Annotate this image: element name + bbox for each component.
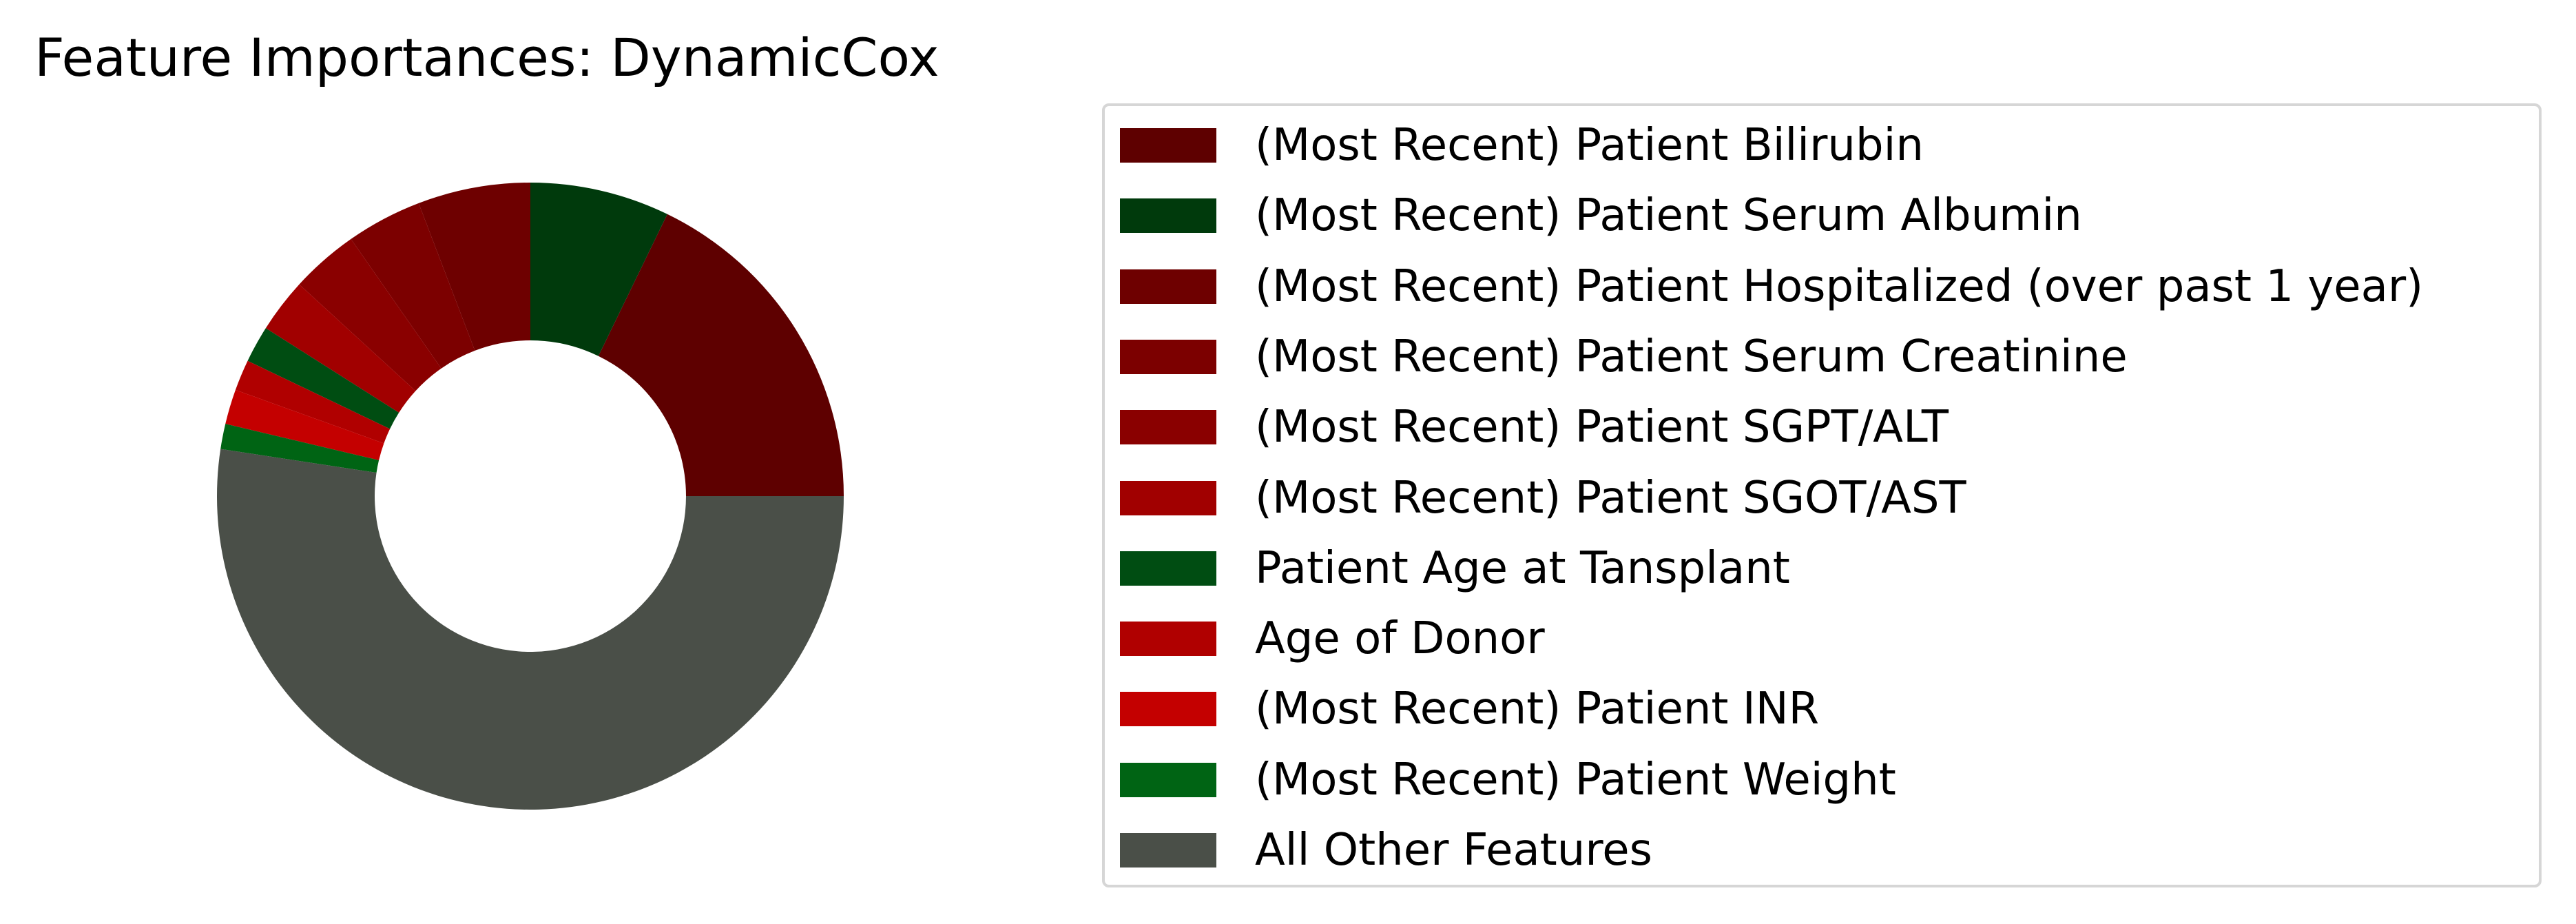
legend-item: (Most Recent) Patient SGOT/AST: [1120, 463, 1966, 533]
legend-item: (Most Recent) Patient Serum Creatinine: [1120, 322, 2128, 392]
legend-swatch: [1120, 410, 1216, 445]
legend-label: (Most Recent) Patient SGPT/ALT: [1255, 402, 1949, 453]
legend-swatch: [1120, 833, 1216, 867]
donut-slice-9: [220, 424, 380, 473]
legend-item: (Most Recent) Patient Serum Albumin: [1120, 181, 2082, 251]
legend-swatch: [1120, 692, 1216, 727]
legend-label: (Most Recent) Patient SGOT/AST: [1255, 472, 1966, 524]
donut-slice-6: [247, 328, 399, 429]
legend-item: Patient Age at Tansplant: [1120, 533, 1790, 604]
legend-item: (Most Recent) Patient INR: [1120, 674, 1819, 744]
legend-label: (Most Recent) Patient INR: [1255, 684, 1820, 735]
donut-slice-5: [265, 284, 416, 413]
legend-label: (Most Recent) Patient Hospitalized (over…: [1255, 260, 2424, 312]
donut-slice-0: [598, 214, 844, 496]
donut-slice-10: [216, 449, 844, 810]
legend-label: (Most Recent) Patient Serum Creatinine: [1255, 331, 2128, 382]
legend-label: (Most Recent) Patient Bilirubin: [1255, 120, 1924, 171]
legend-label: Age of Donor: [1255, 613, 1545, 665]
donut-slice-1: [530, 183, 667, 356]
legend-swatch: [1120, 339, 1216, 374]
legend-swatch: [1120, 551, 1216, 586]
legend-swatch: [1120, 622, 1216, 657]
legend-swatch: [1120, 198, 1216, 234]
donut-slice-7: [235, 360, 391, 444]
legend-label: Patient Age at Tansplant: [1255, 542, 1790, 594]
legend-item: (Most Recent) Patient Weight: [1120, 745, 1896, 815]
donut-chart: [216, 183, 844, 810]
donut-slice-3: [351, 203, 475, 369]
legend-item: (Most Recent) Patient Bilirubin: [1120, 110, 1924, 181]
legend-swatch: [1120, 128, 1216, 163]
donut-slice-8: [225, 389, 384, 460]
legend-item: All Other Features: [1120, 815, 1652, 885]
legend-item: Age of Donor: [1120, 604, 1545, 674]
legend-item: (Most Recent) Patient Hospitalized (over…: [1120, 251, 2423, 322]
legend-label: (Most Recent) Patient Weight: [1255, 754, 1896, 805]
legend-swatch: [1120, 480, 1216, 515]
legend-swatch: [1120, 762, 1216, 797]
donut-slice-4: [299, 238, 442, 391]
chart-title: Feature Importances: DynamicCox: [34, 27, 939, 88]
legend-label: (Most Recent) Patient Serum Albumin: [1255, 190, 2082, 242]
donut-slices: [216, 183, 844, 810]
donut-slice-2: [418, 183, 530, 351]
legend-swatch: [1120, 269, 1216, 304]
legend-item: (Most Recent) Patient SGPT/ALT: [1120, 392, 1949, 462]
legend-label: All Other Features: [1255, 825, 1652, 876]
legend: (Most Recent) Patient Bilirubin (Most Rec…: [1102, 103, 2542, 887]
